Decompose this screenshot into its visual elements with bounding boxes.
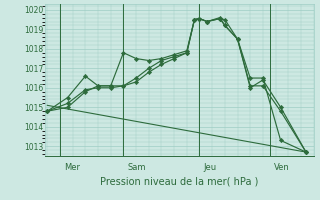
Text: Sam: Sam bbox=[127, 163, 146, 172]
Text: Ven: Ven bbox=[274, 163, 290, 172]
Text: Jeu: Jeu bbox=[203, 163, 216, 172]
Text: Pression niveau de la mer( hPa ): Pression niveau de la mer( hPa ) bbox=[100, 176, 258, 186]
Text: Mer: Mer bbox=[64, 163, 80, 172]
